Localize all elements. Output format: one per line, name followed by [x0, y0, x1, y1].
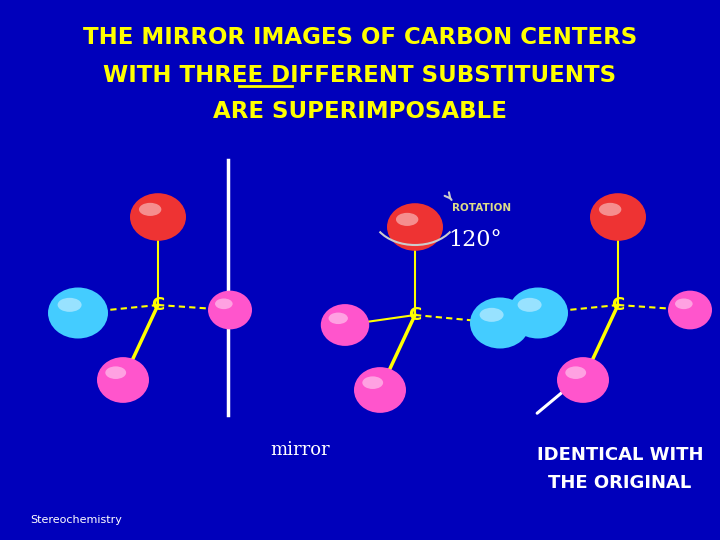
Ellipse shape: [139, 203, 161, 216]
Ellipse shape: [518, 298, 541, 312]
Text: Stereochemistry: Stereochemistry: [30, 515, 122, 525]
Ellipse shape: [470, 298, 530, 348]
Ellipse shape: [387, 203, 443, 251]
Ellipse shape: [354, 367, 406, 413]
Text: C: C: [408, 306, 422, 324]
Ellipse shape: [675, 299, 693, 309]
Text: IDENTICAL WITH: IDENTICAL WITH: [536, 446, 703, 464]
Ellipse shape: [599, 203, 621, 216]
Text: C: C: [611, 296, 625, 314]
Text: ≡: ≡: [506, 292, 544, 334]
Ellipse shape: [565, 366, 586, 379]
Ellipse shape: [480, 308, 503, 322]
Ellipse shape: [105, 366, 126, 379]
Ellipse shape: [328, 313, 348, 324]
Text: C: C: [151, 296, 165, 314]
Ellipse shape: [396, 213, 418, 226]
Text: ROTATION: ROTATION: [452, 203, 511, 213]
Ellipse shape: [208, 291, 252, 329]
Text: ARE SUPERIMPOSABLE: ARE SUPERIMPOSABLE: [213, 100, 507, 124]
Ellipse shape: [58, 298, 81, 312]
Ellipse shape: [508, 287, 568, 339]
Text: mirror: mirror: [270, 441, 330, 459]
Ellipse shape: [590, 193, 646, 241]
Ellipse shape: [97, 357, 149, 403]
Ellipse shape: [557, 357, 609, 403]
Text: WITH THREE DIFFERENT SUBSTITUENTS: WITH THREE DIFFERENT SUBSTITUENTS: [104, 64, 616, 86]
Ellipse shape: [321, 304, 369, 346]
Text: 120°: 120°: [448, 229, 502, 251]
Ellipse shape: [48, 287, 108, 339]
Ellipse shape: [362, 376, 383, 389]
Ellipse shape: [668, 291, 712, 329]
Text: THE MIRROR IMAGES OF CARBON CENTERS: THE MIRROR IMAGES OF CARBON CENTERS: [83, 26, 637, 50]
Text: THE ORIGINAL: THE ORIGINAL: [549, 474, 692, 492]
Ellipse shape: [130, 193, 186, 241]
Ellipse shape: [215, 299, 233, 309]
